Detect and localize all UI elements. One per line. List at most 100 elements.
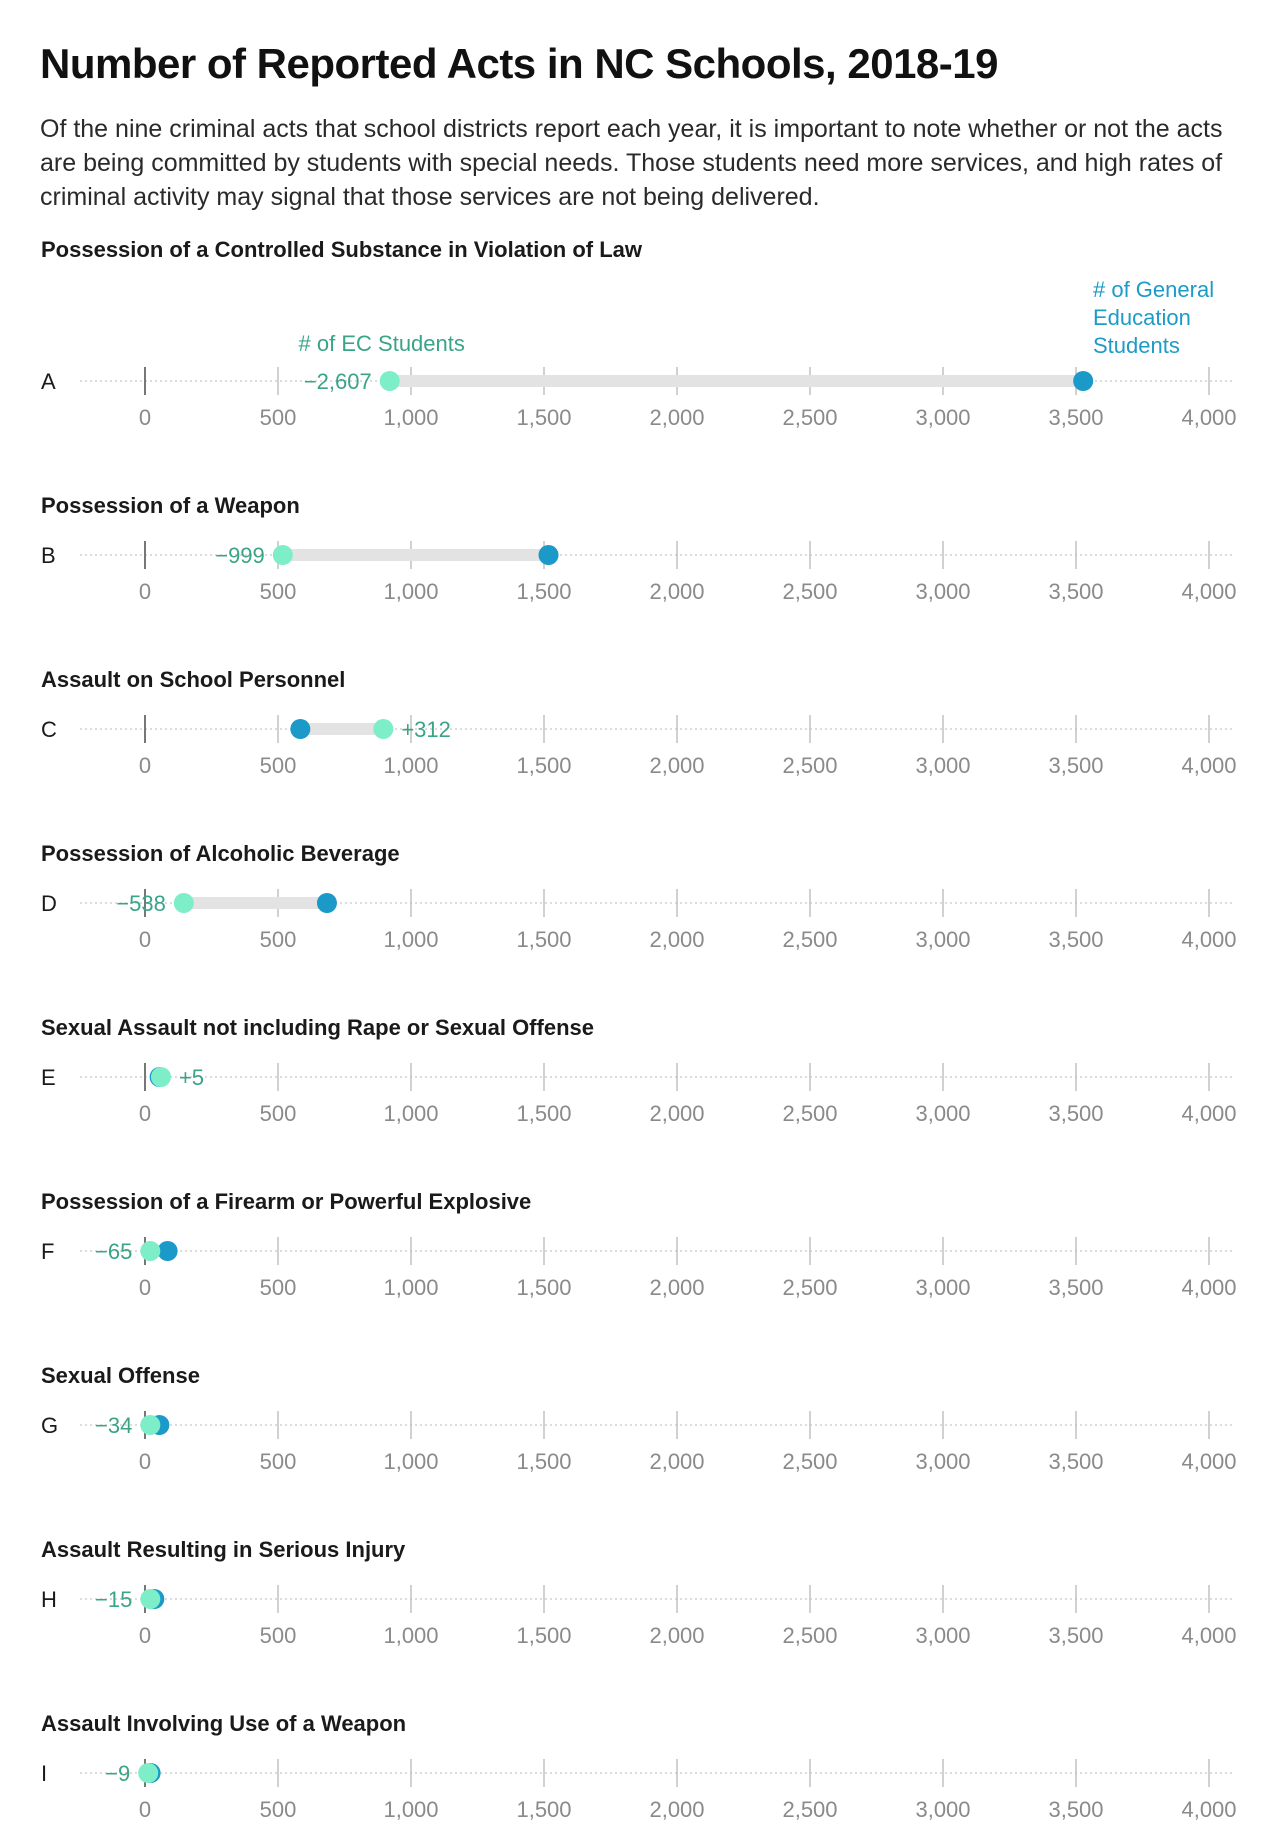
row-label: F <box>41 1239 54 1264</box>
tick-label: 0 <box>139 753 151 778</box>
tick-label: 1,500 <box>516 1623 571 1648</box>
panel-title: Sexual Offense <box>41 1363 200 1388</box>
tick-label: 3,000 <box>915 579 970 604</box>
tick-label: 3,000 <box>915 405 970 430</box>
tick-label: 2,500 <box>782 1797 837 1822</box>
ec-students-dot <box>173 893 194 913</box>
ec-students-dot <box>138 1763 159 1783</box>
tick-label: 500 <box>260 927 297 952</box>
tick-label: 2,000 <box>649 753 704 778</box>
difference-label: −2,607 <box>304 369 372 394</box>
ec-students-dot <box>272 545 293 565</box>
tick-label: 2,000 <box>649 1101 704 1126</box>
general-education-dot <box>316 893 337 913</box>
tick-label: 1,000 <box>383 1623 438 1648</box>
difference-label: −999 <box>215 543 265 568</box>
tick-label: 500 <box>260 1101 297 1126</box>
difference-label: +5 <box>179 1065 204 1090</box>
tick-label: 2,500 <box>782 1449 837 1474</box>
tick-label: 3,000 <box>915 1275 970 1300</box>
difference-label: −15 <box>95 1587 132 1612</box>
ec-students-dot <box>140 1241 161 1261</box>
tick-label: 4,000 <box>1181 1275 1236 1300</box>
tick-label: 0 <box>139 1101 151 1126</box>
tick-label: 2,000 <box>649 927 704 952</box>
tick-label: 4,000 <box>1181 1797 1236 1822</box>
tick-label: 2,500 <box>782 927 837 952</box>
tick-label: 0 <box>139 927 151 952</box>
tick-label: 2,000 <box>649 1275 704 1300</box>
chart-title: Number of Reported Acts in NC Schools, 2… <box>40 40 999 87</box>
tick-label: 1,000 <box>383 753 438 778</box>
tick-label: 2,000 <box>649 1449 704 1474</box>
range-bar <box>389 375 1084 387</box>
tick-label: 500 <box>260 405 297 430</box>
ec-students-dot <box>150 1067 171 1087</box>
legend-ec-label: # of EC Students <box>299 331 465 356</box>
tick-label: 3,500 <box>1048 1623 1103 1648</box>
tick-label: 500 <box>260 1797 297 1822</box>
tick-label: 0 <box>139 1623 151 1648</box>
tick-label: 4,000 <box>1181 405 1236 430</box>
tick-label: 3,000 <box>915 1797 970 1822</box>
tick-label: 1,000 <box>383 1797 438 1822</box>
row-label: I <box>41 1761 47 1786</box>
tick-label: 1,500 <box>516 753 571 778</box>
ec-students-dot <box>140 1415 161 1435</box>
panel-title: Possession of a Firearm or Powerful Expl… <box>41 1189 531 1214</box>
panel-title: Assault Involving Use of a Weapon <box>41 1711 406 1736</box>
tick-label: 1,000 <box>383 579 438 604</box>
row-label: C <box>41 717 57 742</box>
tick-label: 3,500 <box>1048 405 1103 430</box>
tick-label: 3,500 <box>1048 1797 1103 1822</box>
ec-students-dot <box>379 371 400 391</box>
tick-label: 2,000 <box>649 405 704 430</box>
tick-label: 0 <box>139 1449 151 1474</box>
ec-students-dot <box>373 719 394 739</box>
difference-label: +312 <box>401 717 451 742</box>
tick-label: 1,000 <box>383 1275 438 1300</box>
tick-label: 1,000 <box>383 1101 438 1126</box>
difference-label: −9 <box>105 1761 130 1786</box>
panel-title: Possession of a Controlled Substance in … <box>41 237 643 262</box>
tick-label: 3,000 <box>915 1449 970 1474</box>
tick-label: 3,000 <box>915 1623 970 1648</box>
legend-general-label: # of General <box>1093 277 1214 302</box>
tick-label: 0 <box>139 405 151 430</box>
tick-label: 1,500 <box>516 579 571 604</box>
tick-label: 2,500 <box>782 1101 837 1126</box>
tick-label: 1,000 <box>383 1449 438 1474</box>
tick-label: 4,000 <box>1181 927 1236 952</box>
tick-label: 0 <box>139 1797 151 1822</box>
tick-label: 4,000 <box>1181 579 1236 604</box>
tick-label: 2,500 <box>782 1623 837 1648</box>
general-education-dot <box>538 545 559 565</box>
tick-label: 4,000 <box>1181 1623 1236 1648</box>
tick-label: 2,500 <box>782 753 837 778</box>
tick-label: 2,500 <box>782 579 837 604</box>
tick-label: 4,000 <box>1181 753 1236 778</box>
tick-label: 500 <box>260 1449 297 1474</box>
tick-label: 2,000 <box>649 579 704 604</box>
panel-title: Possession of a Weapon <box>41 493 300 518</box>
tick-label: 3,500 <box>1048 1449 1103 1474</box>
tick-label: 500 <box>260 753 297 778</box>
tick-label: 500 <box>260 579 297 604</box>
tick-label: 1,500 <box>516 927 571 952</box>
difference-label: −538 <box>116 891 166 916</box>
range-bar <box>183 897 327 909</box>
tick-label: 1,500 <box>516 1797 571 1822</box>
tick-label: 3,000 <box>915 1101 970 1126</box>
row-label: B <box>41 543 56 568</box>
tick-label: 1,500 <box>516 1449 571 1474</box>
tick-label: 1,500 <box>516 405 571 430</box>
tick-label: 2,000 <box>649 1623 704 1648</box>
tick-label: 2,500 <box>782 405 837 430</box>
tick-label: 500 <box>260 1623 297 1648</box>
tick-label: 3,500 <box>1048 1275 1103 1300</box>
tick-label: 3,500 <box>1048 1101 1103 1126</box>
row-label: E <box>41 1065 56 1090</box>
tick-label: 1,500 <box>516 1275 571 1300</box>
tick-label: 3,000 <box>915 927 970 952</box>
legend-general-label: Students <box>1093 333 1180 358</box>
